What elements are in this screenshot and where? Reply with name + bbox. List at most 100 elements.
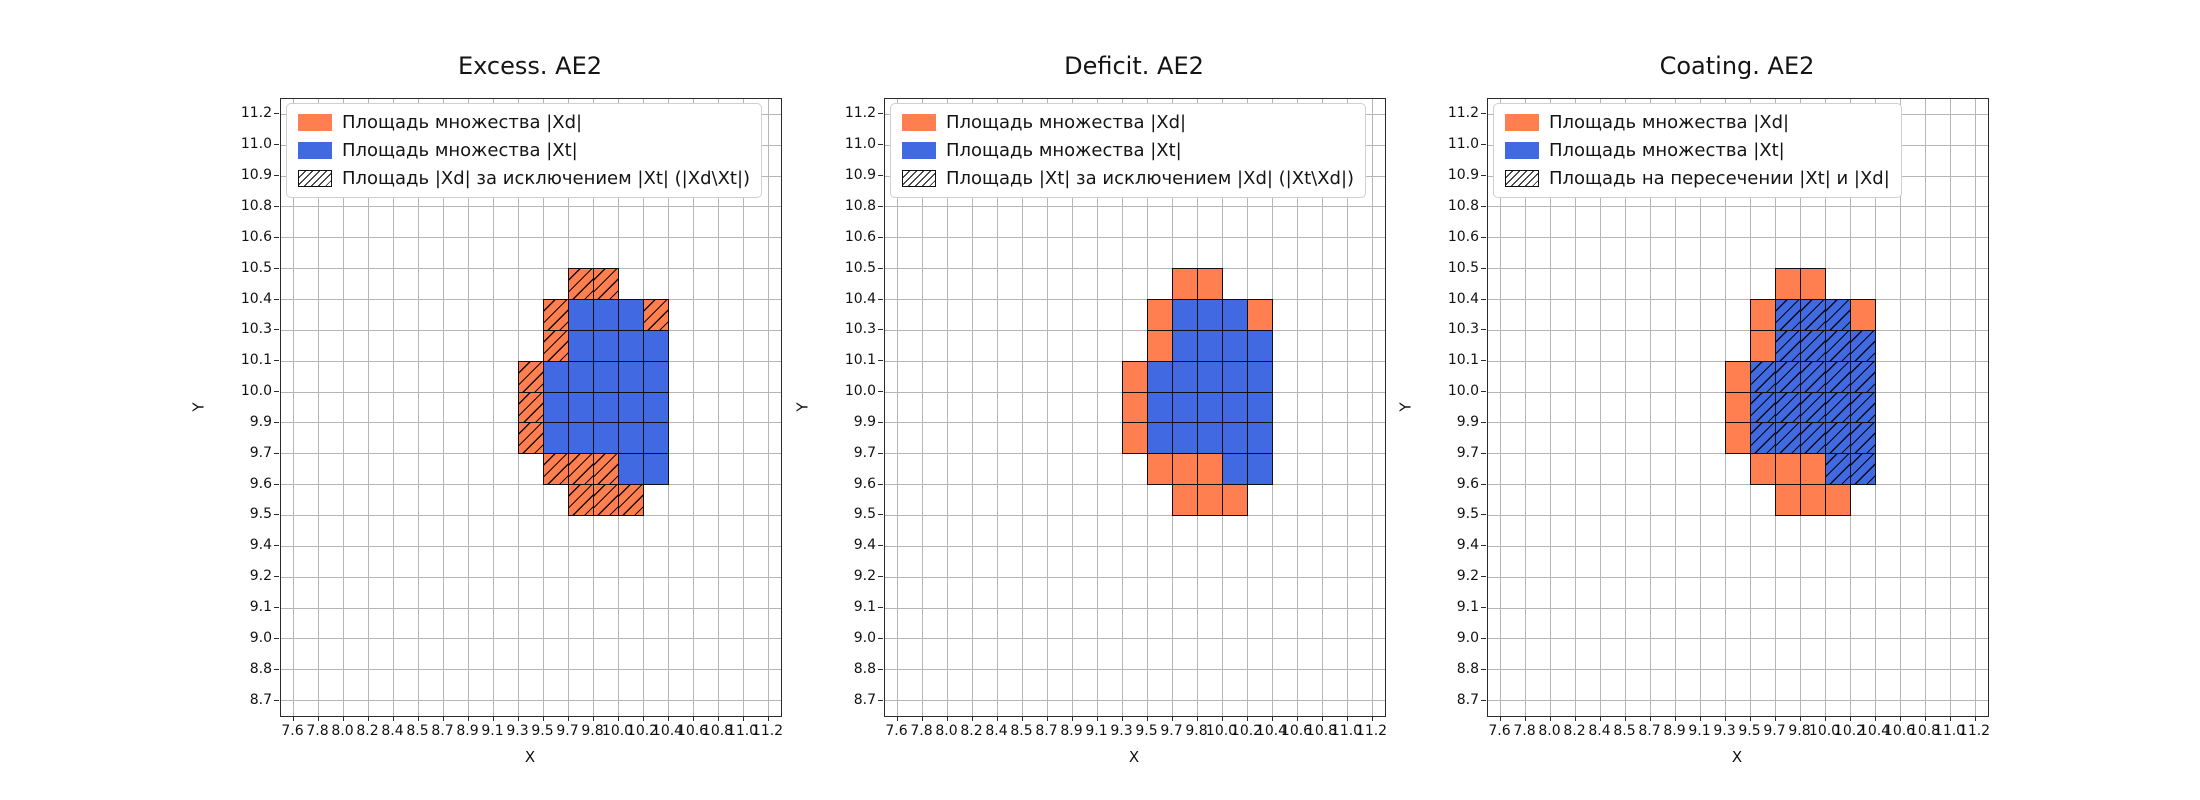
x-tick-mark xyxy=(592,716,594,721)
y-tick-mark xyxy=(1481,298,1486,300)
y-tick-mark xyxy=(274,668,279,670)
grid-cell-xt xyxy=(1222,299,1248,331)
legend: Площадь множества |Xd| Площадь множества … xyxy=(1493,103,1902,198)
x-tick-label: 9.5 xyxy=(531,723,554,739)
x-tick-label: 8.7 xyxy=(431,723,454,739)
y-tick-mark xyxy=(274,514,279,516)
y-tick-mark xyxy=(274,576,279,578)
gridline-vertical xyxy=(418,99,419,716)
grid-cell-xt xyxy=(1825,360,1851,393)
grid-cell-xd xyxy=(1172,268,1198,301)
y-tick-mark xyxy=(1481,144,1486,146)
grid-cell-xt xyxy=(1800,391,1826,424)
x-tick-mark xyxy=(617,716,619,721)
gridline-horizontal xyxy=(885,576,1385,578)
legend-entry: Площадь множества |Xt| xyxy=(298,140,750,161)
grid-cell-xt xyxy=(1172,360,1198,393)
grid-cell-xd xyxy=(1172,453,1198,486)
x-tick-label: 10.2 xyxy=(1230,723,1263,739)
x-tick-mark xyxy=(1774,716,1776,721)
x-tick-label: 8.5 xyxy=(1613,723,1636,739)
grid-cell-xt xyxy=(618,360,644,393)
y-tick-label: 10.6 xyxy=(844,228,876,245)
x-tick-mark xyxy=(342,716,344,721)
gridline-horizontal xyxy=(1488,545,1988,547)
x-tick-label: 9.5 xyxy=(1135,723,1158,739)
legend-label: Площадь множества |Xt| xyxy=(946,140,1182,161)
x-tick-mark xyxy=(1649,716,1651,721)
legend-entry: Площадь множества |Xd| xyxy=(298,112,750,133)
x-tick-label: 9.8 xyxy=(581,723,604,739)
y-tick-mark xyxy=(1481,576,1486,578)
grid-cell-xt xyxy=(643,360,669,393)
y-tick-mark xyxy=(1481,267,1486,269)
y-tick-label: 9.6 xyxy=(853,475,876,492)
y-tick-mark xyxy=(274,205,279,207)
grid-cell-xd xyxy=(1850,299,1876,331)
gridline-vertical xyxy=(1625,99,1626,716)
grid-cell-xd xyxy=(1800,484,1826,516)
y-tick-mark xyxy=(1481,360,1486,362)
legend-entry: Площадь множества |Xd| xyxy=(1505,112,1890,133)
legend-swatch-orange xyxy=(902,114,936,131)
x-tick-label: 9.1 xyxy=(1688,723,1711,739)
x-tick-label: 7.6 xyxy=(1488,723,1511,739)
legend-label: Площадь на пересечении |Xt| и |Xd| xyxy=(1549,168,1890,189)
grid-cell-xt xyxy=(1800,422,1826,455)
x-tick-label: 9.8 xyxy=(1185,723,1208,739)
y-axis-label: Y xyxy=(793,401,812,412)
grid-cell-xd xyxy=(1122,360,1148,393)
gridline-horizontal xyxy=(281,576,781,578)
gridline-vertical xyxy=(1550,99,1551,716)
grid-cell-xt xyxy=(568,391,594,424)
grid-cell-xd xyxy=(1800,268,1826,301)
x-tick-label: 11.0 xyxy=(1330,723,1363,739)
x-tick-mark xyxy=(1171,716,1173,721)
gridline-vertical xyxy=(1900,99,1901,716)
y-tick-label: 9.2 xyxy=(1456,568,1479,585)
grid-cell-xt xyxy=(1850,422,1876,455)
grid-cell-xd xyxy=(518,422,544,455)
gridline-vertical xyxy=(1975,99,1976,716)
y-tick-label: 9.7 xyxy=(1456,444,1479,461)
x-tick-mark xyxy=(1221,716,1223,721)
gridline-vertical xyxy=(922,99,923,716)
y-tick-label: 9.5 xyxy=(249,506,272,523)
gridline-vertical xyxy=(368,99,369,716)
grid-cell-xt xyxy=(1147,391,1173,424)
x-tick-mark xyxy=(1624,716,1626,721)
grid-cell-xd xyxy=(618,484,644,516)
gridline-vertical xyxy=(493,99,494,716)
gridline-vertical xyxy=(1675,99,1676,716)
y-tick-mark xyxy=(274,607,279,609)
x-tick-mark xyxy=(1071,716,1073,721)
x-tick-mark xyxy=(1196,716,1198,721)
x-tick-label: 10.8 xyxy=(1908,723,1941,739)
gridline-vertical xyxy=(343,99,344,716)
legend-label: Площадь множества |Xd| xyxy=(342,112,583,133)
y-tick-mark xyxy=(274,421,279,423)
x-tick-label: 8.9 xyxy=(1663,723,1686,739)
grid-cell-xt xyxy=(593,360,619,393)
grid-cell-xt xyxy=(1247,360,1273,393)
grid-cell-xd xyxy=(1197,484,1223,516)
grid-cell-xt xyxy=(1247,422,1273,455)
grid-cell-xt xyxy=(1197,391,1223,424)
gridline-horizontal xyxy=(885,329,1385,331)
grid-cell-xt xyxy=(1222,360,1248,393)
y-tick-mark xyxy=(878,483,883,485)
grid-cell-xt xyxy=(1172,299,1198,331)
gridline-horizontal xyxy=(885,607,1385,609)
x-tick-mark xyxy=(1974,716,1976,721)
y-tick-mark xyxy=(878,205,883,207)
y-tick-mark xyxy=(1481,637,1486,639)
x-tick-label: 11.2 xyxy=(1958,723,1991,739)
x-tick-label: 8.2 xyxy=(356,723,379,739)
y-tick-mark xyxy=(1481,236,1486,238)
gridline-vertical xyxy=(1047,99,1048,716)
y-tick-label: 9.1 xyxy=(249,599,272,616)
x-tick-label: 7.8 xyxy=(306,723,329,739)
x-tick-label: 10.4 xyxy=(1255,723,1288,739)
legend-label: Площадь |Xd| за исключением |Xt| (|Xd\Xt… xyxy=(342,168,751,189)
gridline-horizontal xyxy=(281,514,781,516)
